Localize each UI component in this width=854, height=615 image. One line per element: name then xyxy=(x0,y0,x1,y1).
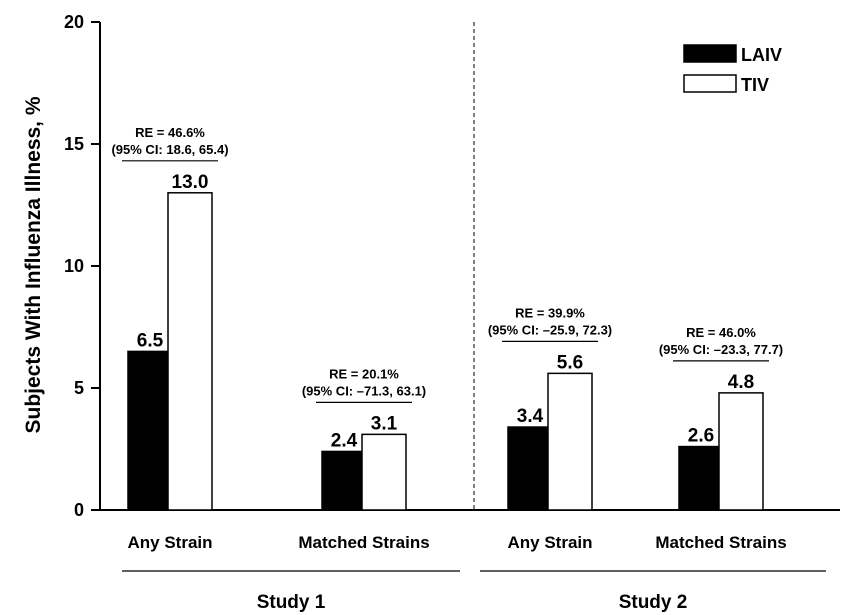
group-label: Study 1 xyxy=(257,592,326,613)
y-tick-label: 0 xyxy=(74,500,84,520)
annotation-re: RE = 20.1% xyxy=(329,366,399,381)
legend-label-laiv: LAIV xyxy=(741,45,782,65)
annotation-ci: (95% CI: –23.3, 77.7) xyxy=(659,342,783,357)
annotation-ci: (95% CI: –25.9, 72.3) xyxy=(488,322,612,337)
annotation-ci: (95% CI: 18.6, 65.4) xyxy=(111,142,228,157)
bar-value-label: 2.6 xyxy=(688,426,714,447)
bar-tiv xyxy=(167,192,213,511)
bar-laiv xyxy=(507,426,553,511)
legend-swatch-laiv xyxy=(683,44,737,63)
y-tick-label: 15 xyxy=(64,134,84,154)
annotation-ci: (95% CI: –71.3, 63.1) xyxy=(302,383,426,398)
bar-value-label: 4.8 xyxy=(728,372,754,393)
bar-laiv xyxy=(678,445,724,511)
annotation-re: RE = 46.6% xyxy=(135,125,205,140)
bar-tiv xyxy=(718,392,764,511)
bar-value-label: 3.1 xyxy=(371,413,398,434)
x-category-label: Any Strain xyxy=(127,533,212,552)
legend-swatch-tiv xyxy=(683,74,737,93)
bar-laiv xyxy=(321,450,367,511)
bar-value-label: 5.6 xyxy=(557,352,583,373)
bar-laiv xyxy=(127,350,173,511)
x-category-label: Matched Strains xyxy=(298,533,429,552)
annotation-re: RE = 46.0% xyxy=(686,325,756,340)
y-tick-label: 20 xyxy=(64,12,84,32)
x-category-label: Any Strain xyxy=(507,533,592,552)
bar-tiv xyxy=(547,372,593,511)
bar-value-label: 3.4 xyxy=(517,406,544,427)
legend-label-tiv: TIV xyxy=(741,75,769,95)
y-tick-label: 5 xyxy=(74,378,84,398)
group-label: Study 2 xyxy=(619,592,688,613)
bar-tiv xyxy=(361,433,407,511)
y-axis-label: Subjects With Influenza Illness, % xyxy=(22,96,45,433)
x-category-label: Matched Strains xyxy=(655,533,786,552)
annotation-re: RE = 39.9% xyxy=(515,305,585,320)
bar-value-label: 2.4 xyxy=(331,430,358,451)
y-tick-label: 10 xyxy=(64,256,84,276)
bar-value-label: 6.5 xyxy=(137,330,164,351)
bar-value-label: 13.0 xyxy=(172,172,209,193)
